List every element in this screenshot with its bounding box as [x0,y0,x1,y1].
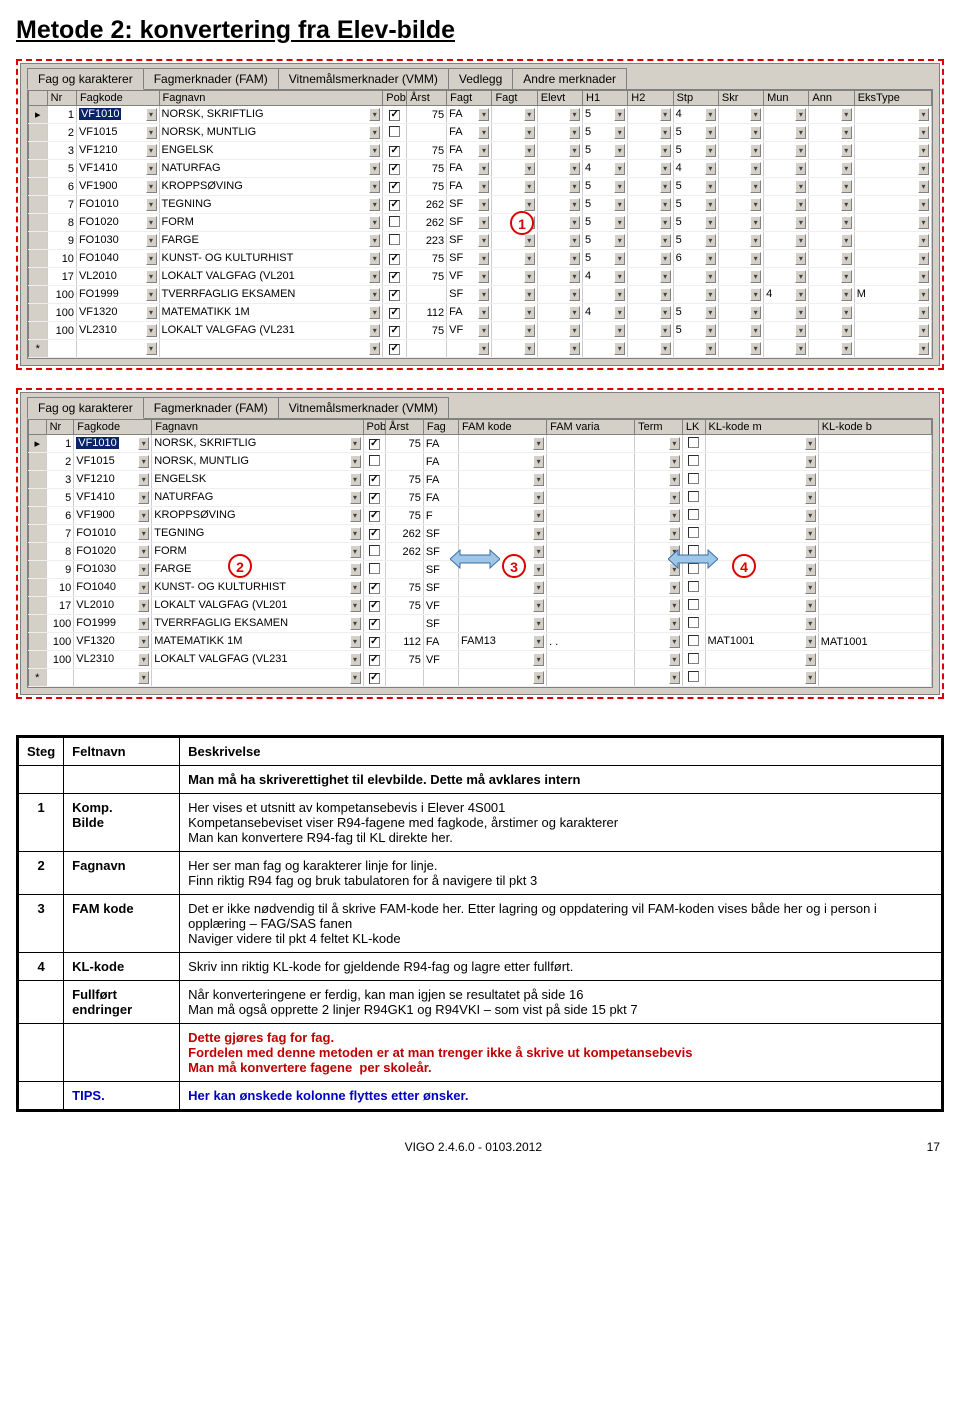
callout-3: 3 [502,554,526,578]
footer-left: VIGO 2.4.6.0 - 0103.2012 [405,1140,542,1154]
column-header[interactable]: FAM kode [459,420,547,435]
column-header[interactable]: Nr [46,420,74,435]
table-row[interactable]: 100VF1320▾MATEMATIKK 1M▾✓112FAFAM13▾. .▾… [29,633,932,651]
instruction-row: 2FagnavnHer ser man fag og karakterer li… [18,852,943,895]
column-header[interactable]: H2 [628,91,673,106]
column-header[interactable]: FAM varia [547,420,635,435]
column-header[interactable]: Nr [47,91,76,106]
callout-1: 1 [510,211,534,235]
footer-right: 17 [927,1140,940,1154]
column-header[interactable]: Stp [673,91,718,106]
instr-header-steg: Steg [18,737,64,766]
table-row[interactable]: 100VL2310▾LOKALT VALGFAG (VL231▾✓75VF▾▾▾ [29,651,932,669]
tab[interactable]: Vedlegg [448,68,513,89]
table-row[interactable]: 100VF1320▾MATEMATIKK 1M▾✓112FA▾▾▾4▾▾5▾▾▾… [29,304,932,322]
panel2-dashed-outline: Fag og karaktererFagmerknader (FAM)Vitne… [16,388,944,699]
table-row[interactable]: 17VL2010▾LOKALT VALGFAG (VL201▾✓75VF▾▾▾4… [29,268,932,286]
table-row[interactable]: 2VF1015▾NORSK, MUNTLIG▾FA▾▾▾5▾▾5▾▾▾▾▾ [29,124,932,142]
callout-2: 2 [228,554,252,578]
panel1-dashed-outline: Fag og karaktererFagmerknader (FAM)Vitne… [16,59,944,370]
instruction-row: Dette gjøres fag for fag.Fordelen med de… [18,1024,943,1082]
instruction-row: 1Komp.BildeHer vises et utsnitt av kompe… [18,794,943,852]
column-header[interactable]: Fagnavn [152,420,363,435]
instruction-row: 3FAM kodeDet er ikke nødvendig til å skr… [18,895,943,953]
table-row[interactable]: 6VF1900▾KROPPSØVING▾✓75F▾▾▾ [29,507,932,525]
column-header[interactable]: H1 [583,91,628,106]
table-row[interactable]: 17VL2010▾LOKALT VALGFAG (VL201▾✓75VF▾▾▾ [29,597,932,615]
column-header[interactable]: Pob [363,420,386,435]
tab[interactable]: Andre merknader [512,68,627,89]
column-header[interactable]: Fagt [447,91,492,106]
panel1-grid[interactable]: NrFagkodeFagnavnPobÅrstFagtFagtElevtH1H2… [28,90,932,358]
instruction-table: Steg Feltnavn Beskrivelse Man må ha skri… [16,735,944,1112]
panel1: Fag og karaktererFagmerknader (FAM)Vitne… [20,63,940,366]
instruction-row: Man må ha skriverettighet til elevbilde.… [18,766,943,794]
table-row[interactable]: ▸1VF1010▾NORSK, SKRIFTLIG▾✓75FA▾▾▾ [29,435,932,453]
table-row[interactable]: *▾▾✓▾▾▾ [29,669,932,687]
table-row[interactable]: 3VF1210▾ENGELSK▾✓75FA▾▾▾5▾▾5▾▾▾▾▾ [29,142,932,160]
column-header[interactable]: Ann [809,91,854,106]
column-header[interactable]: KL-kode m [705,420,818,435]
panel1-tabs: Fag og karaktererFagmerknader (FAM)Vitne… [27,68,933,90]
panel2-tabs: Fag og karaktererFagmerknader (FAM)Vitne… [27,397,933,419]
table-row[interactable]: 5VF1410▾NATURFAG▾✓75FA▾▾▾ [29,489,932,507]
table-row[interactable]: 10FO1040▾KUNST- OG KULTURHIST▾✓75SF▾▾▾5▾… [29,250,932,268]
instruction-row: 4KL-kodeSkriv inn riktig KL-kode for gje… [18,953,943,981]
column-header[interactable]: Term [635,420,683,435]
column-header[interactable]: Pob [383,91,407,106]
table-row[interactable]: 10FO1040▾KUNST- OG KULTURHIST▾✓75SF▾▾▾ [29,579,932,597]
page-title: Metode 2: konvertering fra Elev-bilde [16,16,944,45]
table-row[interactable]: 2VF1015▾NORSK, MUNTLIG▾FA▾▾▾ [29,453,932,471]
instr-header-beskrivelse: Beskrivelse [180,737,943,766]
table-row[interactable]: 5VF1410▾NATURFAG▾✓75FA▾▾▾4▾▾4▾▾▾▾▾ [29,160,932,178]
tab[interactable]: Fagmerknader (FAM) [143,397,279,418]
callout-4: 4 [732,554,756,578]
column-header[interactable]: Mun [764,91,809,106]
column-header[interactable]: Fagkode [76,91,159,106]
column-header[interactable]: Fag [423,420,458,435]
table-row[interactable]: 6VF1900▾KROPPSØVING▾✓75FA▾▾▾5▾▾5▾▾▾▾▾ [29,178,932,196]
column-header[interactable]: EksType [854,91,931,106]
tab[interactable]: Vitnemålsmerknader (VMM) [278,397,449,418]
table-row[interactable]: 8FO1020▾FORM▾262SF▾▾▾5▾▾5▾▾▾▾▾ [29,214,932,232]
table-row[interactable]: 100FO1999▾TVERRFAGLIG EKSAMEN▾✓SF▾▾▾▾▾▾▾… [29,286,932,304]
column-header[interactable]: Fagkode [74,420,152,435]
table-row[interactable]: 7FO1010▾TEGNING▾✓262SF▾▾▾ [29,525,932,543]
table-row[interactable]: 100FO1999▾TVERRFAGLIG EKSAMEN▾✓SF▾▾▾ [29,615,932,633]
column-header[interactable]: Fagnavn [159,91,383,106]
table-row[interactable]: ▸1VF1010▾NORSK, SKRIFTLIG▾✓75FA▾▾▾5▾▾4▾▾… [29,106,932,124]
table-row[interactable]: 3VF1210▾ENGELSK▾✓75FA▾▾▾ [29,471,932,489]
tab[interactable]: Vitnemålsmerknader (VMM) [278,68,449,89]
panel2: Fag og karaktererFagmerknader (FAM)Vitne… [20,392,940,695]
instr-header-feltnavn: Feltnavn [64,737,180,766]
table-row[interactable]: 7FO1010▾TEGNING▾✓262SF▾▾▾5▾▾5▾▾▾▾▾ [29,196,932,214]
arrow-icon [668,548,718,570]
tab[interactable]: Fag og karakterer [27,68,144,90]
column-header[interactable]: Elevt [537,91,582,106]
column-header[interactable]: Årst [407,91,447,106]
page-footer: VIGO 2.4.6.0 - 0103.2012 17 [16,1140,944,1154]
table-row[interactable]: *▾▾✓▾▾▾▾▾▾▾▾▾▾ [29,340,932,358]
table-row[interactable]: 9FO1030▾FARGE▾223SF▾▾▾5▾▾5▾▾▾▾▾ [29,232,932,250]
instruction-row: TIPS.Her kan ønskede kolonne flyttes ett… [18,1082,943,1111]
column-header[interactable]: Årst [386,420,424,435]
column-header[interactable]: Skr [718,91,763,106]
column-header[interactable]: KL-kode b [818,420,931,435]
arrow-icon [450,548,500,570]
column-header[interactable]: LK [682,420,705,435]
tab[interactable]: Fagmerknader (FAM) [143,68,279,89]
tab[interactable]: Fag og karakterer [27,397,144,419]
column-header[interactable]: Fagt [492,91,537,106]
instruction-row: Fullført endringerNår konverteringene er… [18,981,943,1024]
table-row[interactable]: 100VL2310▾LOKALT VALGFAG (VL231▾✓75VF▾▾▾… [29,322,932,340]
